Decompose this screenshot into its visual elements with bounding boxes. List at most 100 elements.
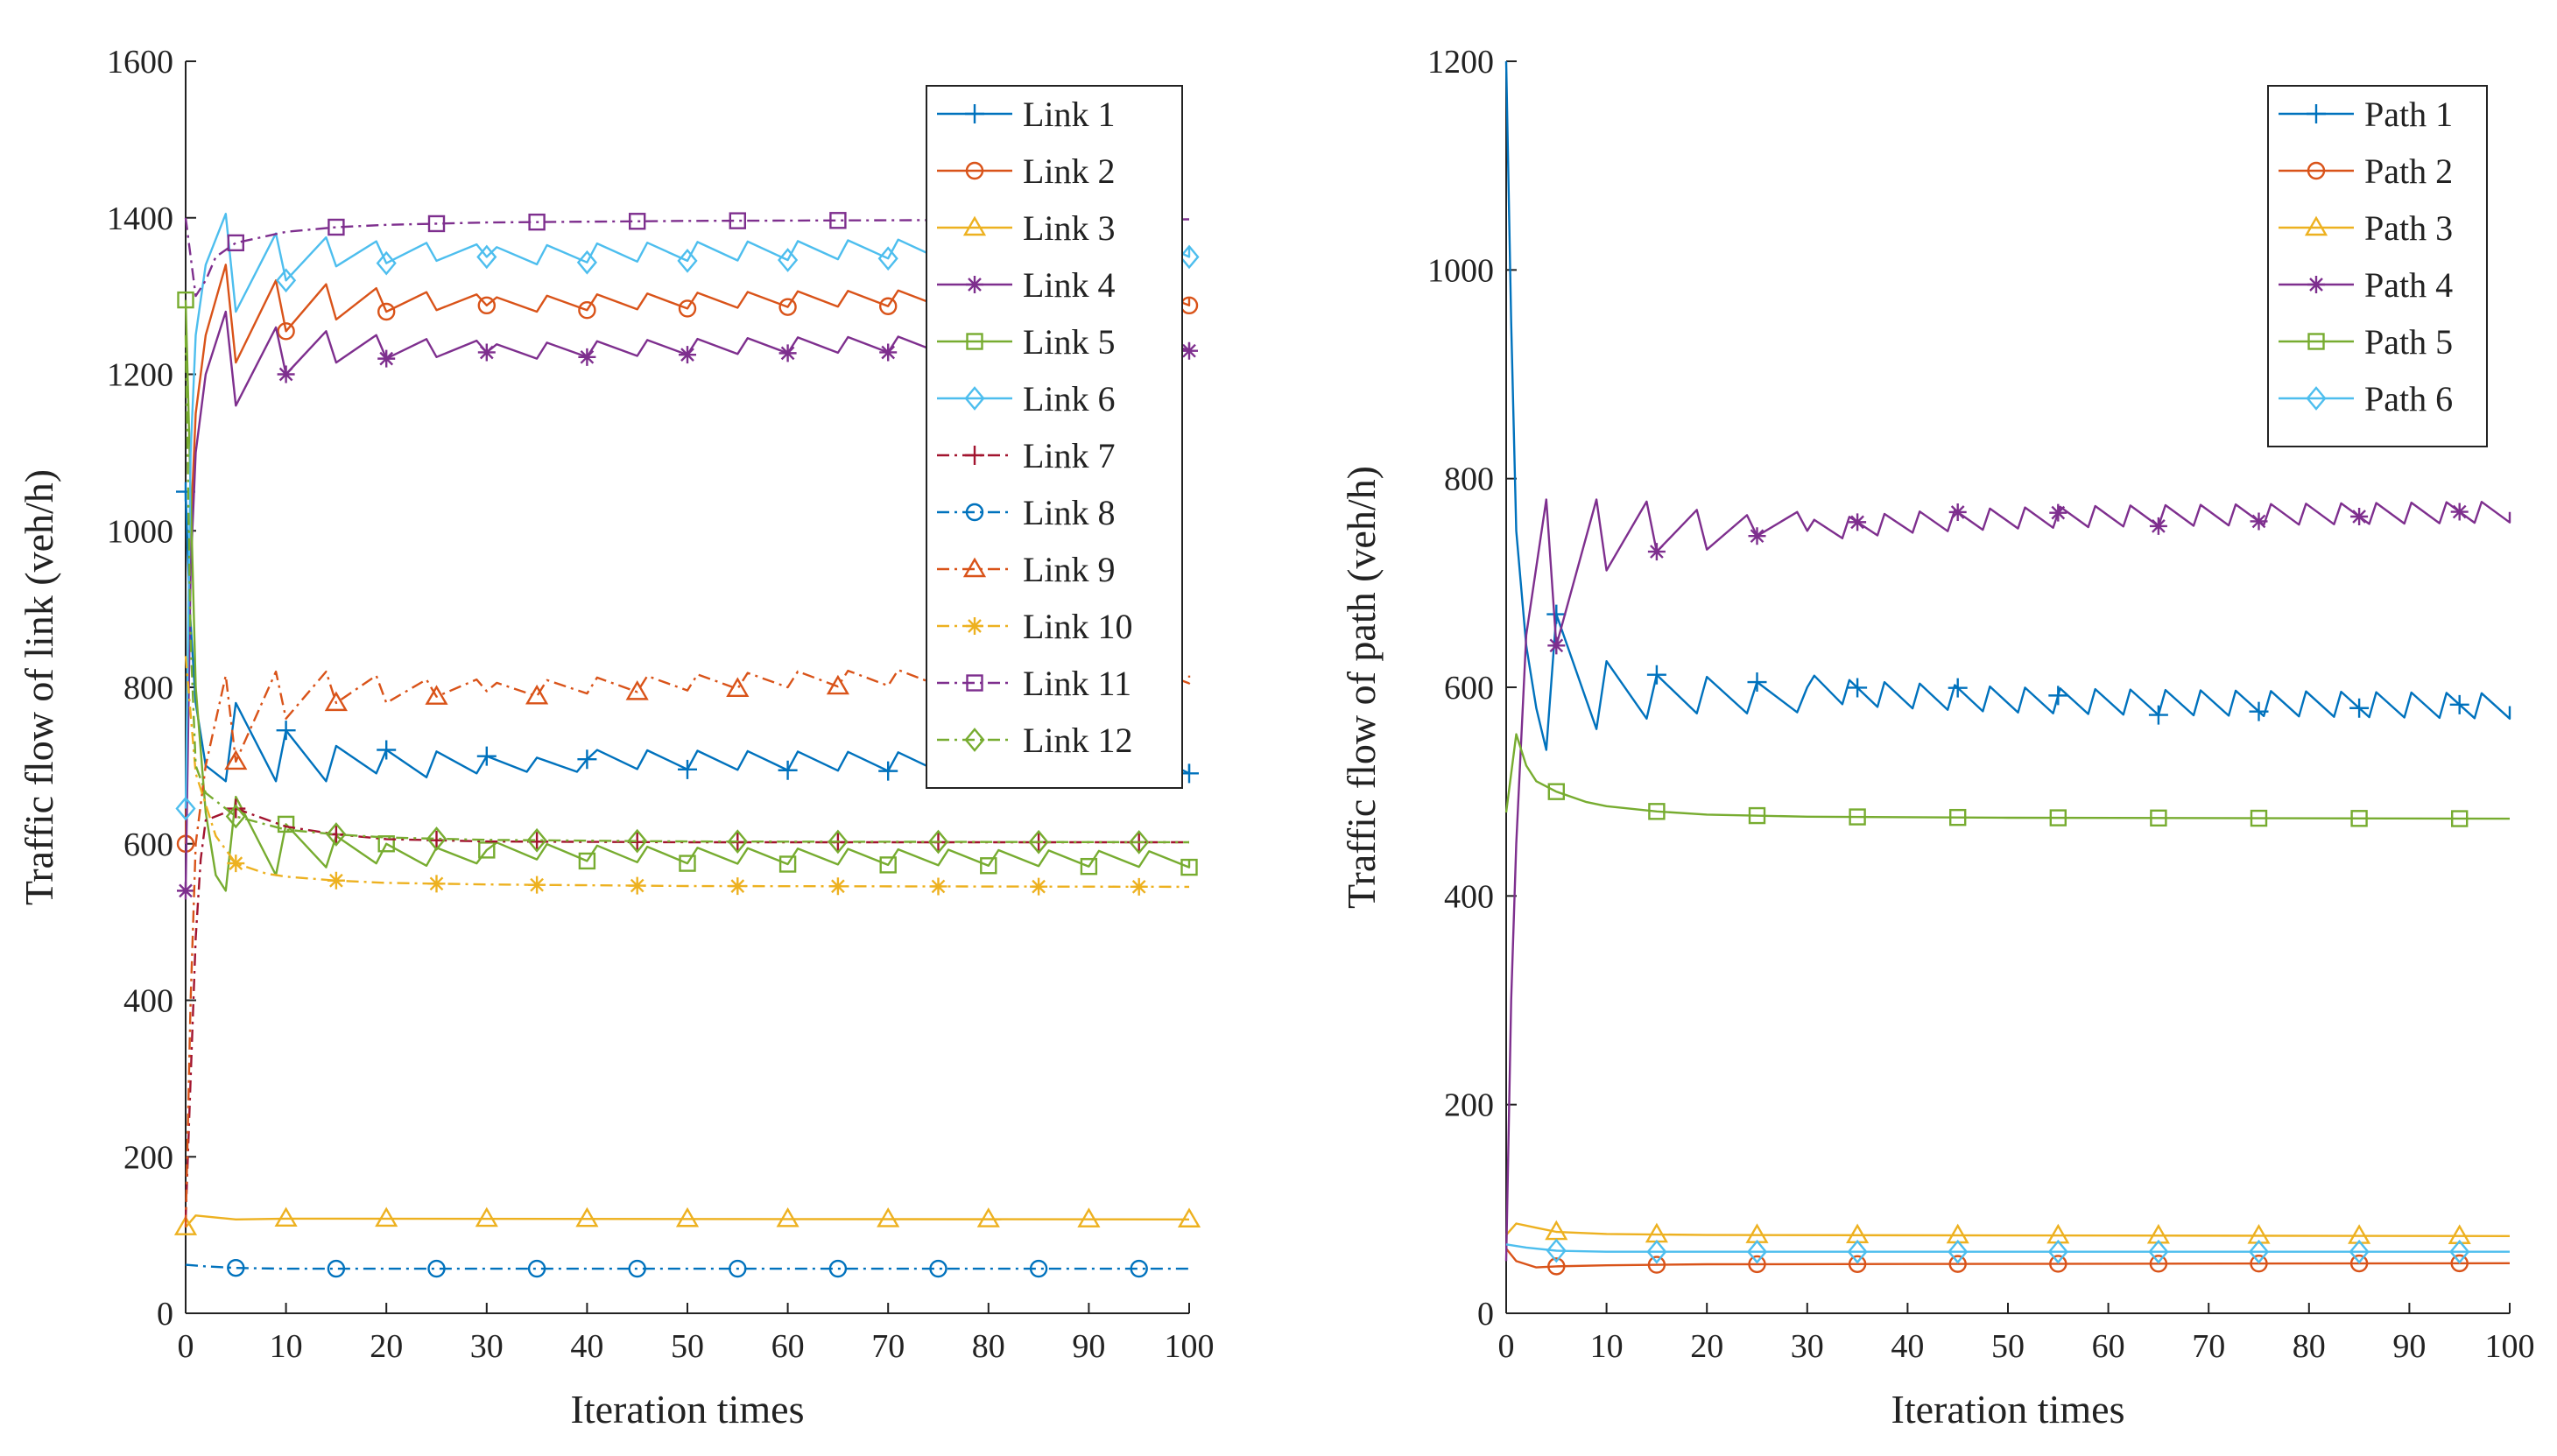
data-point-marker <box>427 875 446 893</box>
data-point-marker <box>1547 637 1566 655</box>
data-point-marker <box>2448 1224 2471 1244</box>
data-point-marker <box>328 218 345 236</box>
data-point-marker <box>425 685 448 705</box>
data-point-marker <box>1948 1255 1967 1273</box>
x-tick-label: 30 <box>1791 1328 1824 1365</box>
data-point-marker <box>277 322 295 341</box>
data-point-marker <box>1848 678 1868 698</box>
data-point-marker <box>2449 694 2469 714</box>
data-point-marker <box>2350 810 2368 827</box>
data-point-marker <box>477 296 496 315</box>
legend-label: Link 12 <box>1023 721 1133 760</box>
data-point-marker <box>1546 604 1567 624</box>
series-line <box>1504 733 2511 820</box>
data-point-marker <box>2249 701 2269 721</box>
data-point-marker <box>628 876 646 895</box>
data-point-marker <box>1646 665 1666 685</box>
x-tick-label: 70 <box>871 1328 905 1365</box>
x-tick-label: 50 <box>1991 1328 2025 1365</box>
data-point-marker <box>1547 783 1566 800</box>
y-axis-label: Traffic flow of link (veh/h) <box>17 469 61 905</box>
data-point-marker <box>2149 1255 2168 1273</box>
series-path-5 <box>1504 733 2511 827</box>
x-tick-label: 100 <box>1165 1328 1215 1365</box>
data-point-marker <box>475 1206 498 1227</box>
legend-swatch-marker <box>2307 276 2325 293</box>
data-point-marker <box>828 1259 848 1278</box>
legend: Path 1 Path 2 Path 3 Path 4 Path 5 Path 6 <box>2267 85 2488 447</box>
x-tick-label: 10 <box>1590 1328 1624 1365</box>
series-line <box>185 1214 1190 1228</box>
data-point-marker <box>478 841 496 859</box>
link-chart: 0 10 20 30 40 50 60 70 80 90 100020040060080010001… <box>17 44 1215 1431</box>
legend-label: Link 6 <box>1023 379 1116 419</box>
data-point-marker <box>426 826 447 851</box>
x-tick-label: 70 <box>2192 1328 2225 1365</box>
data-point-marker <box>225 804 246 829</box>
data-point-marker <box>1748 1255 1766 1274</box>
series-line <box>184 217 1190 298</box>
data-point-marker <box>627 828 648 854</box>
series-link-3 <box>173 1206 1201 1235</box>
y-tick-label: 400 <box>123 983 173 1020</box>
data-point-marker <box>877 246 898 271</box>
data-point-marker <box>629 213 646 230</box>
data-point-marker <box>2349 1239 2370 1264</box>
data-point-marker <box>575 1206 599 1227</box>
data-point-marker <box>1130 1259 1148 1278</box>
data-point-marker <box>1177 1207 1201 1227</box>
data-point-marker <box>879 856 897 874</box>
series-link-5 <box>177 291 1198 892</box>
data-point-marker <box>625 679 649 700</box>
data-point-marker <box>427 1259 446 1278</box>
data-point-marker <box>778 344 797 362</box>
data-point-marker <box>2250 512 2268 531</box>
legend-label: Link 4 <box>1023 265 1116 305</box>
data-point-marker <box>1849 808 1866 826</box>
data-point-marker <box>1948 1239 1969 1264</box>
y-tick-label: 0 <box>1477 1296 1494 1333</box>
legend-swatch-marker <box>965 161 984 180</box>
data-point-marker <box>175 796 196 821</box>
data-point-marker <box>327 871 345 890</box>
data-point-marker <box>1848 1255 1867 1273</box>
series-link-10 <box>184 656 1190 896</box>
data-point-marker <box>527 1259 546 1278</box>
data-point-marker <box>2349 698 2370 718</box>
legend-swatch-marker <box>2306 386 2327 411</box>
x-tick-label: 30 <box>470 1328 504 1365</box>
series-line <box>184 299 1191 892</box>
series-line <box>1504 498 2511 1262</box>
legend-label: Link 11 <box>1023 664 1131 703</box>
legend-box <box>2267 85 2488 447</box>
legend-label: Link 10 <box>1023 607 1133 646</box>
data-point-marker <box>1647 1256 1666 1274</box>
legend-box <box>926 85 1183 789</box>
data-point-marker <box>173 1215 198 1235</box>
data-point-marker <box>528 876 546 894</box>
data-point-marker <box>1029 1259 1048 1278</box>
y-tick-label: 1000 <box>107 513 173 550</box>
data-point-marker <box>2349 1254 2369 1273</box>
series-line <box>184 656 1190 889</box>
data-point-marker <box>1648 803 1666 820</box>
legend-label: Path 3 <box>2364 208 2453 248</box>
data-point-marker <box>1028 829 1049 855</box>
series-line <box>184 334 1190 844</box>
data-point-marker <box>528 213 546 231</box>
data-point-marker <box>778 248 799 272</box>
legend-swatch-marker <box>2307 161 2326 180</box>
data-point-marker <box>1080 857 1098 876</box>
y-tick-label: 0 <box>157 1296 173 1333</box>
y-tick-label: 200 <box>1444 1087 1494 1124</box>
y-tick-label: 1200 <box>1427 44 1494 81</box>
data-point-marker <box>2049 809 2067 826</box>
data-point-marker <box>1746 1239 1768 1264</box>
data-point-marker <box>224 749 248 770</box>
x-tick-label: 80 <box>972 1328 1005 1365</box>
data-point-marker <box>377 740 397 760</box>
data-point-marker <box>929 877 947 896</box>
data-point-marker <box>828 829 849 855</box>
legend-label: Path 1 <box>2364 95 2453 134</box>
y-axis-label: Traffic flow of path (veh/h) <box>1339 466 1384 909</box>
